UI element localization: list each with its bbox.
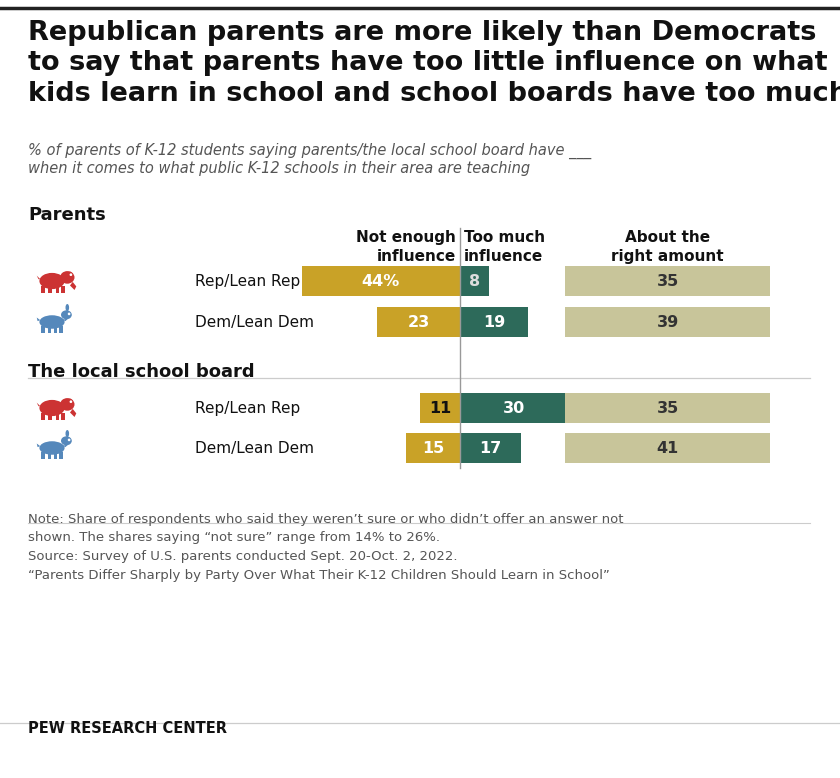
Text: 17: 17	[480, 440, 501, 455]
Ellipse shape	[66, 430, 69, 437]
Text: 41: 41	[656, 440, 679, 455]
Circle shape	[68, 439, 71, 441]
Ellipse shape	[61, 436, 71, 445]
Text: 19: 19	[483, 314, 506, 330]
Circle shape	[70, 401, 72, 403]
Ellipse shape	[67, 272, 73, 279]
Bar	[460, 307, 528, 337]
Bar	[49, 412, 52, 419]
Text: Note: Share of respondents who said they weren’t sure or who didn’t offer an ans: Note: Share of respondents who said they…	[28, 513, 623, 581]
Bar	[41, 326, 45, 333]
Text: % of parents of K-12 students saying parents/the local school board have ___: % of parents of K-12 students saying par…	[28, 143, 591, 159]
Polygon shape	[37, 275, 40, 279]
Ellipse shape	[60, 271, 75, 284]
Polygon shape	[61, 318, 68, 321]
Bar	[565, 266, 770, 296]
Bar	[54, 451, 57, 459]
Bar	[41, 451, 45, 459]
Bar	[49, 286, 52, 293]
Bar	[565, 433, 770, 463]
Bar	[565, 393, 770, 423]
Text: 15: 15	[422, 440, 444, 455]
Ellipse shape	[39, 441, 65, 455]
Text: 8: 8	[469, 274, 480, 289]
Bar	[565, 307, 770, 337]
Text: 23: 23	[407, 314, 430, 330]
Text: Not enough
influence: Not enough influence	[356, 230, 456, 264]
Polygon shape	[70, 282, 76, 290]
Bar	[420, 393, 460, 423]
Text: 35: 35	[656, 401, 679, 415]
Bar	[59, 451, 63, 459]
Polygon shape	[37, 443, 40, 447]
Ellipse shape	[66, 304, 69, 311]
Polygon shape	[70, 409, 76, 417]
Text: Dem/Lean Dem: Dem/Lean Dem	[195, 314, 314, 330]
Bar	[460, 393, 568, 423]
Bar	[61, 286, 65, 293]
Text: Parents: Parents	[28, 206, 106, 224]
Polygon shape	[37, 402, 40, 406]
Text: 35: 35	[656, 274, 679, 289]
Ellipse shape	[67, 398, 73, 407]
Bar	[59, 326, 63, 333]
Bar	[54, 326, 57, 333]
Bar	[460, 433, 521, 463]
Bar	[48, 451, 51, 459]
Text: Rep/Lean Rep: Rep/Lean Rep	[195, 401, 300, 415]
Text: Rep/Lean Rep: Rep/Lean Rep	[195, 274, 300, 289]
Text: Republican parents are more likely than Democrats
to say that parents have too l: Republican parents are more likely than …	[28, 20, 840, 107]
Ellipse shape	[39, 273, 65, 289]
Ellipse shape	[61, 310, 71, 319]
Ellipse shape	[60, 398, 75, 411]
Bar	[302, 266, 460, 296]
Circle shape	[70, 273, 72, 276]
Bar	[377, 307, 460, 337]
Text: The local school board: The local school board	[28, 363, 255, 381]
Text: 11: 11	[429, 401, 451, 415]
Ellipse shape	[39, 400, 65, 416]
Bar	[406, 433, 460, 463]
Bar	[55, 286, 59, 293]
Bar	[460, 266, 489, 296]
Bar	[61, 412, 65, 419]
Bar	[41, 412, 45, 419]
Bar	[55, 412, 59, 419]
Text: 44%: 44%	[362, 274, 400, 289]
Text: 30: 30	[503, 401, 525, 415]
Text: About the
right amount: About the right amount	[612, 230, 724, 264]
Polygon shape	[37, 317, 40, 321]
Text: PEW RESEARCH CENTER: PEW RESEARCH CENTER	[28, 721, 227, 736]
Text: Dem/Lean Dem: Dem/Lean Dem	[195, 440, 314, 455]
Circle shape	[68, 313, 71, 315]
Bar	[48, 326, 51, 333]
Polygon shape	[61, 444, 68, 447]
Text: Too much
influence: Too much influence	[464, 230, 545, 264]
Ellipse shape	[39, 315, 65, 329]
Text: when it comes to what public K-12 schools in their area are teaching: when it comes to what public K-12 school…	[28, 161, 530, 176]
Bar	[41, 286, 45, 293]
Text: 39: 39	[656, 314, 679, 330]
